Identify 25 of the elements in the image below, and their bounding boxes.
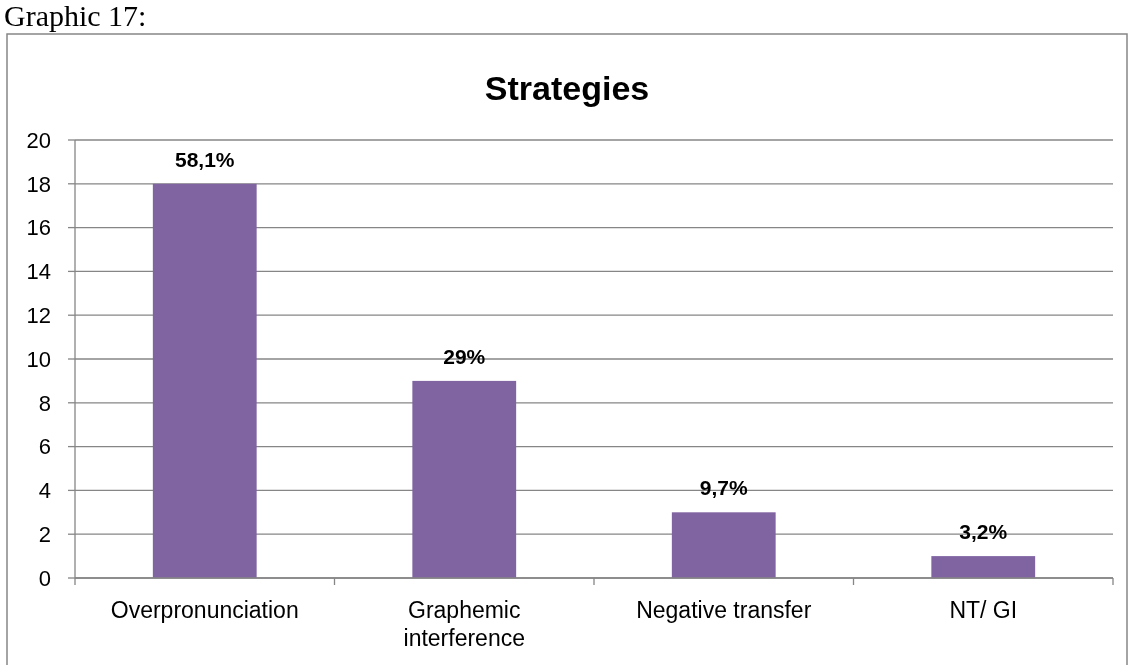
annotation: 29% (443, 344, 486, 368)
y-tick-label: 14 (26, 259, 51, 285)
bar (412, 380, 517, 578)
y-tick-label: 12 (26, 302, 51, 328)
annotation: 58,1% (174, 147, 235, 171)
annotation: 3,2% (959, 520, 1008, 544)
chart-title: Strategies (484, 69, 650, 107)
y-tick-label: 10 (26, 346, 51, 372)
annotation: 9,7% (699, 476, 749, 500)
y-tick-label: 16 (26, 215, 51, 241)
x-tick-label: Graphemic interference (403, 597, 525, 651)
x-tick-label: Negative transfer (636, 597, 812, 623)
y-tick-label: 20 (26, 127, 51, 153)
y-tick-label: 2 (38, 521, 51, 547)
bar (671, 512, 776, 578)
x-tick-label: Overpronunciation (110, 597, 299, 623)
bar (152, 183, 257, 578)
y-tick-label: 0 (38, 565, 51, 591)
bar (931, 556, 1036, 578)
y-tick-label: 18 (26, 171, 51, 197)
y-tick-label: 8 (38, 390, 51, 416)
y-tick-label: 6 (38, 434, 51, 460)
text: Graphic 17: (4, 0, 147, 32)
x-tick-label: NT/ GI (949, 597, 1018, 623)
y-tick-label: 4 (38, 478, 51, 504)
